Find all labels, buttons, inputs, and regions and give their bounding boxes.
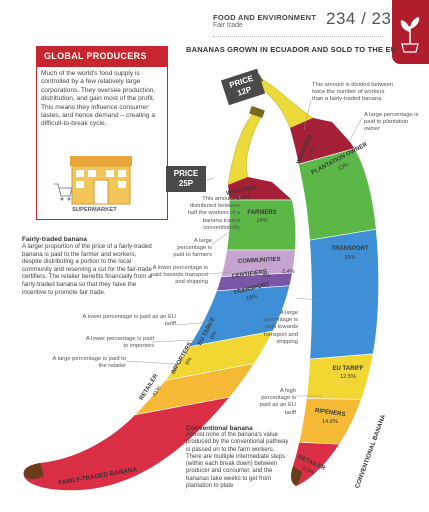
conv-value-ripeners: 14.6%: [322, 419, 338, 425]
supermarket-label: SUPERMARKET: [72, 207, 117, 213]
fair-value-eu-tariff: 6%: [210, 331, 219, 341]
conv-label-ripeners: RIPENERS: [315, 408, 346, 418]
fairtrade-explanation-heading: Fairly-traded banana: [22, 236, 87, 243]
note-farmers: A large percentage is paid to farmers: [173, 238, 212, 259]
fair-value-transport: 18%: [246, 294, 258, 303]
conventional-explanation-heading: Conventional banana: [186, 425, 253, 432]
conv-banana-name: CONVENTIONAL BANANA: [354, 413, 387, 489]
fair-label-farmers: FARMERS: [247, 210, 276, 216]
note-plantation-owner: A large percentage is paid to plantation…: [364, 112, 419, 133]
fair-value-importers: 9%: [185, 356, 194, 366]
fair-stem-tip: [249, 106, 265, 118]
fairtrade-explanation: Fairly-traded banana A larger proportion…: [22, 236, 154, 296]
section-title: FOOD AND ENVIRONMENT: [213, 13, 317, 22]
price-tag-fairtrade: PRICE 25P: [166, 166, 206, 192]
fair-banana-tip: [23, 463, 44, 479]
note-workers-conventional: This amount is divided between twice the…: [312, 82, 394, 103]
fair-value-workers: 5.8%: [238, 195, 251, 201]
note-importers: A lower percentage is paid to importers: [86, 336, 154, 350]
fair-banana-stem: [227, 111, 263, 186]
note-transport-fairtrade: A lower percentage is paid towards trans…: [150, 265, 208, 286]
conv-value-retailer: 8.6%: [301, 466, 315, 477]
fair-value-farmers: 14%: [256, 218, 267, 224]
fair-label-communities: COMMUNITIES: [238, 257, 281, 265]
section-corner-tab: [392, 0, 429, 64]
conv-value-eu-tariff: 12.5%: [340, 374, 356, 380]
conv-value-plantation-owner: 23%: [337, 162, 350, 173]
note-workers-fairtrade: This amount is distributed between half …: [187, 196, 240, 231]
conventional-explanation: Conventional banana Almost none of the b…: [186, 425, 290, 490]
fairtrade-explanation-body: A larger proportion of the price of a fa…: [22, 243, 152, 296]
leader-lines: [125, 83, 363, 397]
fair-value-certifiers: 4%: [262, 273, 270, 279]
conv-label-eu-tariff: EU TARIFF: [333, 366, 364, 372]
conv-value-transport: 33%: [344, 255, 355, 261]
conv-label-transport: TRANSPORT: [331, 246, 369, 252]
diagram-title: BANANAS GROWN IN ECUADOR AND SOLD TO THE…: [186, 45, 397, 54]
price-tag-fairtrade-label: PRICE: [173, 169, 199, 178]
sidebar-title: GLOBAL PRODUCERS: [36, 46, 168, 66]
conv-value-workers: 2.5%: [307, 146, 318, 160]
conv-banana-tip: [291, 466, 302, 486]
subsection-title: Fair trade: [213, 22, 243, 29]
conventional-explanation-body: Almost none of the banana's value produc…: [186, 432, 289, 490]
note-retailer-fairtrade: A large percentage is paid to the retail…: [52, 356, 126, 370]
sidebar-body: Much of the world's food supply is contr…: [41, 70, 156, 128]
note-eu-tariff-conventional: A high percentage is paid as an EU tarif…: [259, 388, 296, 416]
page-numbers: 234 / 235: [326, 9, 402, 28]
fair-value-retailer: 41%: [152, 385, 163, 398]
conv-banana-stem: [255, 77, 314, 129]
supermarket-icon: [54, 156, 132, 205]
note-eu-tariff-fairtrade: A lower percentage is paid as an EU tari…: [82, 314, 176, 328]
fair-label-certifiers: CERTIFIERS: [231, 269, 267, 280]
note-transport-conventional: A large percentage is paid towards trans…: [263, 310, 298, 345]
fair-value-communities: 2.4%: [282, 269, 295, 275]
plant-icon: [400, 17, 420, 53]
price-tag-fairtrade-value: 25P: [178, 179, 194, 188]
header-divider: [213, 36, 383, 37]
